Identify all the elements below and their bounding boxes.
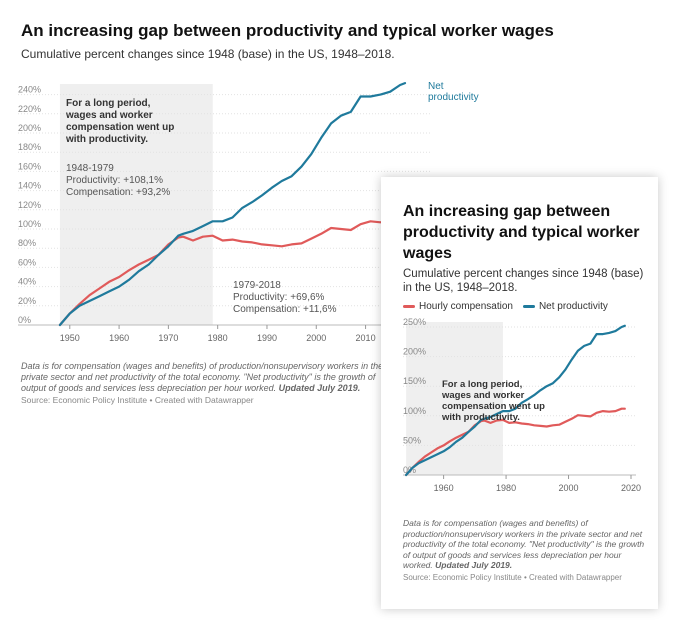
series-label-productivity: Net	[428, 81, 444, 92]
card-subtitle: Cumulative percent changes since 1948 (b…	[403, 268, 644, 294]
x-tick-label: 2000	[306, 333, 326, 343]
y-tick-label: 120%	[18, 200, 41, 210]
y-tick-label: 200%	[403, 347, 426, 357]
y-tick-label: 140%	[18, 181, 41, 191]
x-tick-label: 1980	[496, 483, 516, 493]
y-tick-label: 160%	[18, 161, 41, 171]
card-notes-updated: Updated July 2019.	[435, 560, 513, 570]
period1-compensation: Compensation: +93,2%	[66, 187, 170, 198]
period1-range: 1948-1979	[66, 163, 114, 174]
x-tick-label: 1990	[257, 333, 277, 343]
productivity-line	[405, 324, 626, 477]
y-tick-label: 100%	[18, 219, 41, 229]
notes-text: Data is for compensation (wages and bene…	[21, 361, 384, 393]
period2-compensation: Compensation: +11,6%	[233, 304, 337, 315]
y-tick-label: 40%	[18, 277, 36, 287]
y-tick-label: 150%	[403, 376, 426, 386]
y-tick-label: 220%	[18, 104, 41, 114]
shaded-period	[59, 84, 213, 325]
y-tick-label: 250%	[403, 317, 426, 327]
x-tick-label: 1960	[109, 333, 129, 343]
card-annotation-heading-line: compensation went up	[442, 401, 545, 412]
legend-item-productivity: Net productivity	[522, 301, 608, 312]
legend-label: Hourly compensation	[419, 301, 513, 312]
mobile-chart-card: An increasing gap between productivity a…	[381, 177, 658, 609]
x-tick-label: 1980	[208, 333, 228, 343]
card-chart-svg: 0%50%100%150%200%250% 1960 1980 2000 2020 F…	[403, 317, 641, 493]
card-notes-text: Data is for compensation (wages and bene…	[403, 518, 645, 570]
compensation-line	[405, 407, 626, 477]
y-tick-label: 50%	[403, 435, 421, 445]
legend-swatch	[403, 305, 415, 308]
x-tick-label: 1950	[60, 333, 80, 343]
main-chart-svg: 0% 20% 40% 60% 80% 100% 120% 140% 160% 180% 200% 22…	[18, 81, 479, 343]
card-notes: Data is for compensation (wages and bene…	[403, 518, 648, 571]
productivity-line	[58, 82, 407, 327]
annotation-heading-line: compensation went up	[66, 122, 174, 133]
compensation-line	[58, 216, 407, 327]
period1-productivity: Productivity: +108,1%	[66, 175, 163, 186]
legend-item-compensation: Hourly compensation	[403, 301, 513, 312]
y-tick-label: 0%	[18, 315, 31, 325]
card-title: An increasing gap between productivity a…	[403, 203, 640, 262]
annotation-heading-line: For a long period,	[66, 98, 151, 109]
desktop-chart: An increasing gap between productivity a…	[18, 21, 554, 405]
legend-swatch	[522, 305, 535, 308]
card-source: Source: Economic Policy Institute • Crea…	[403, 573, 622, 582]
y-tick-label: 60%	[18, 257, 36, 267]
x-tick-label: 1970	[158, 333, 178, 343]
y-tick-label: 100%	[403, 406, 426, 416]
series-label-productivity: productivity	[428, 92, 479, 103]
card-annotation-heading-line: wages and worker	[441, 390, 525, 401]
card-annotation-heading-line: with productivity.	[441, 412, 520, 423]
chart-source: Source: Economic Policy Institute • Crea…	[21, 395, 254, 405]
annotation-heading-line: wages and worker	[65, 110, 153, 121]
x-tick-label: 2010	[356, 333, 376, 343]
notes-updated: Updated July 2019.	[278, 383, 361, 393]
x-tick-label: 1960	[434, 483, 454, 493]
y-tick-label: 200%	[18, 123, 41, 133]
period2-range: 1979-2018	[233, 280, 281, 291]
card-annotation-heading-line: For a long period,	[442, 379, 522, 390]
y-tick-label: 180%	[18, 142, 41, 152]
chart-notes: Data is for compensation (wages and bene…	[21, 361, 391, 394]
y-tick-label: 240%	[18, 85, 41, 95]
y-tick-label: 20%	[18, 296, 36, 306]
period2-productivity: Productivity: +69,6%	[233, 292, 325, 303]
y-tick-label: 80%	[18, 238, 36, 248]
chart-subtitle: Cumulative percent changes since 1948 (b…	[21, 47, 395, 61]
legend-label: Net productivity	[538, 301, 608, 312]
annotation-heading-line: with productivity.	[65, 134, 148, 145]
legend: Hourly compensation Net productivity	[403, 301, 618, 312]
chart-title: An increasing gap between productivity a…	[21, 21, 554, 40]
x-tick-label: 2000	[559, 483, 579, 493]
x-tick-label: 2020	[621, 483, 641, 493]
shaded-period	[406, 322, 503, 475]
